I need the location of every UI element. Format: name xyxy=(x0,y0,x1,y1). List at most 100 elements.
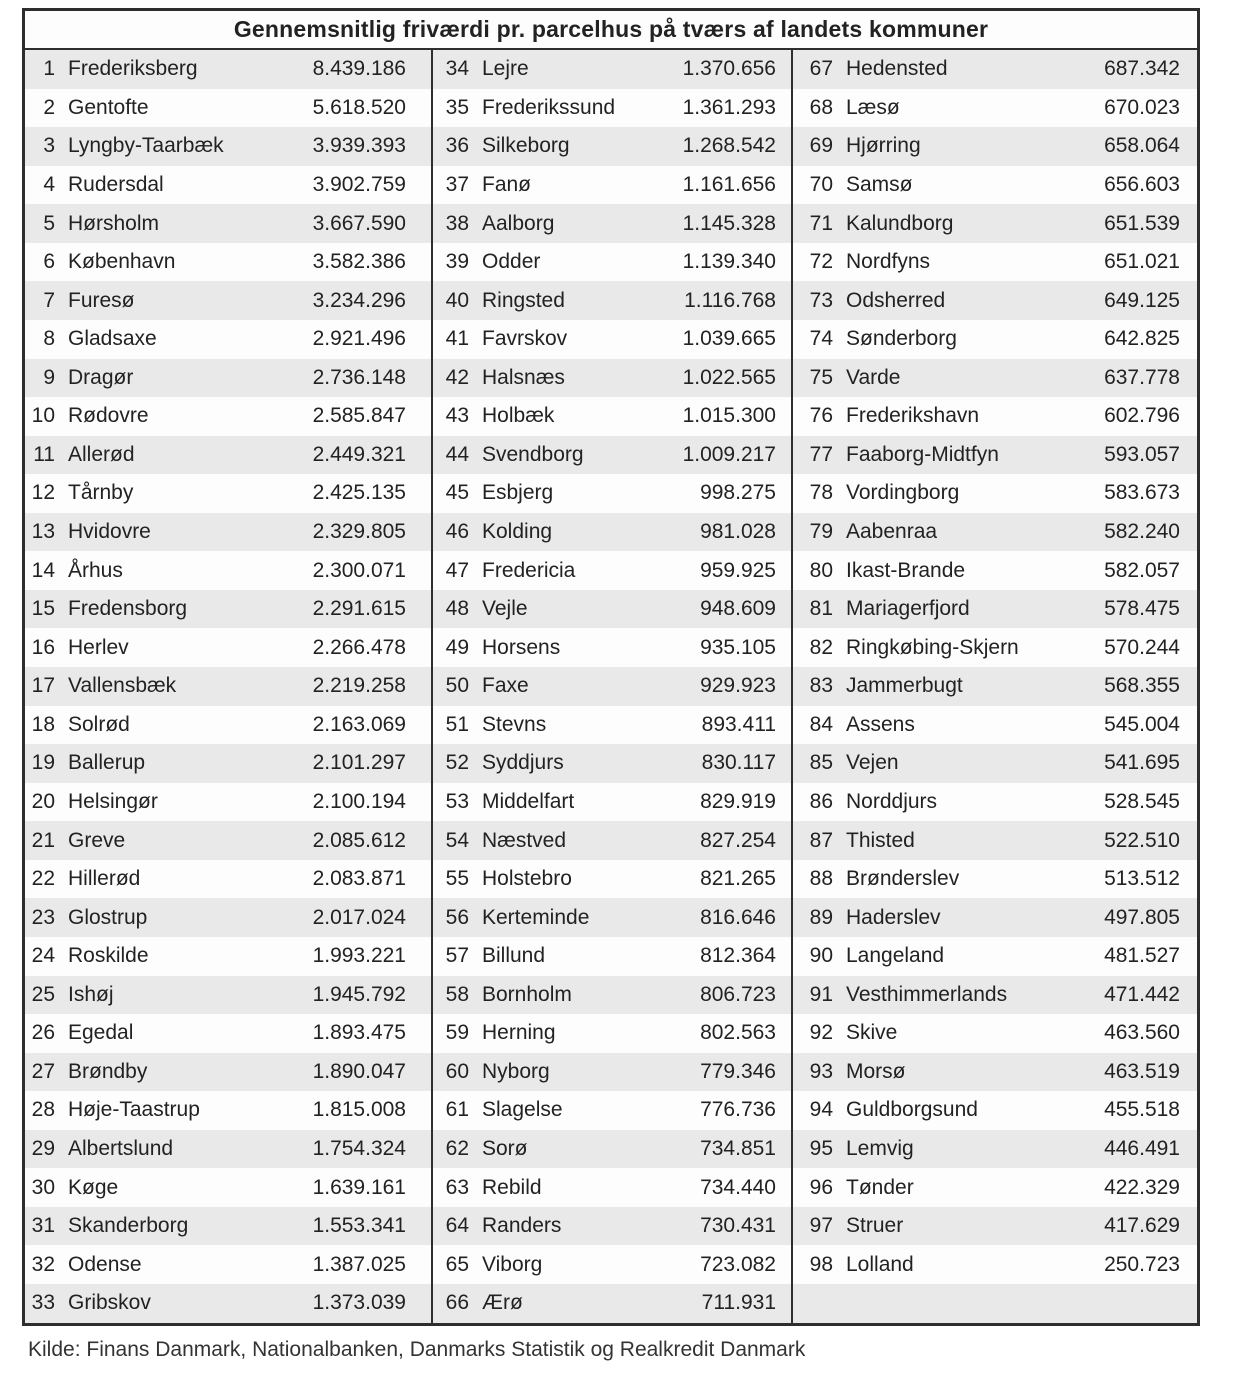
rank-cell: 20 xyxy=(31,789,55,813)
rank-cell: 76 xyxy=(809,404,833,428)
rank-cell: 93 xyxy=(809,1059,833,1083)
equity-value: 578.475 xyxy=(1104,597,1180,621)
equity-value: 422.329 xyxy=(1104,1175,1180,1199)
municipality-name: Skanderborg xyxy=(68,1214,189,1238)
municipality-name: Holstebro xyxy=(482,867,572,891)
row-group: 84 Assens 545.004 xyxy=(791,705,1197,745)
table-row: 10 Rødovre 2.585.847 43 Holbæk 1.015.300 76 Fre… xyxy=(25,397,1197,436)
row-group: 45 Esbjerg 998.275 xyxy=(431,474,791,513)
equity-value: 1.161.656 xyxy=(682,172,776,196)
row-group: 90 Langeland 481.527 xyxy=(791,936,1197,976)
equity-value: 827.254 xyxy=(700,828,776,852)
equity-value: 649.125 xyxy=(1104,288,1180,312)
table-row: 33 Gribskov 1.373.039 66 Ærø 711.931 xyxy=(25,1284,1197,1323)
municipality-name: Tønder xyxy=(846,1175,914,1199)
row-group: 83 Jammerbugt 568.355 xyxy=(791,667,1197,706)
rank-cell: 53 xyxy=(445,789,469,813)
municipality-name: Langeland xyxy=(846,944,945,968)
table-row: 22 Hillerød 2.083.871 55 Holstebro 821.265 88 B… xyxy=(25,859,1197,899)
equity-value: 3.902.759 xyxy=(312,172,406,196)
equity-value: 2.736.148 xyxy=(312,365,406,389)
rank-cell: 58 xyxy=(445,982,469,1006)
table-row: 6 København 3.582.386 39 Odder 1.139.340 72 Nor… xyxy=(25,242,1197,282)
municipality-name: Lejre xyxy=(482,57,529,81)
row-group: 77 Faaborg-Midtfyn 593.057 xyxy=(791,435,1197,475)
municipality-name: Kerteminde xyxy=(482,905,590,929)
row-group: 20 Helsingør 2.100.194 xyxy=(25,783,431,822)
rank-cell: 90 xyxy=(809,944,833,968)
row-group: 79 Aabenraa 582.240 xyxy=(791,512,1197,552)
equity-value: 734.440 xyxy=(700,1175,776,1199)
row-group: 67 Hedensted 687.342 xyxy=(791,50,1197,89)
equity-value: 3.667.590 xyxy=(312,211,406,235)
municipality-name: Vesthimmerlands xyxy=(846,982,1008,1006)
row-group: 21 Greve 2.085.612 xyxy=(25,821,431,860)
municipality-name: Hjørring xyxy=(846,134,921,158)
municipality-name: Herning xyxy=(482,1021,556,1045)
municipality-name: Svendborg xyxy=(482,442,584,466)
row-group: 66 Ærø 711.931 xyxy=(431,1284,791,1323)
equity-value: 3.234.296 xyxy=(312,288,406,312)
rank-cell: 74 xyxy=(809,327,833,351)
municipality-name: Frederiksberg xyxy=(68,57,198,81)
municipality-name: Struer xyxy=(846,1214,904,1238)
municipality-name: Århus xyxy=(68,558,123,582)
rank-cell: 57 xyxy=(445,944,469,968)
table-row: 24 Roskilde 1.993.221 57 Billund 812.364 90 Lan… xyxy=(25,936,1197,976)
row-group: 65 Viborg 723.082 xyxy=(431,1245,791,1284)
row-group: 34 Lejre 1.370.656 xyxy=(431,50,791,89)
municipality-name: Vejen xyxy=(846,751,899,775)
municipality-name: Faaborg-Midtfyn xyxy=(846,442,999,466)
row-group: 59 Herning 802.563 xyxy=(431,1014,791,1053)
municipality-name: Solrød xyxy=(68,712,130,736)
municipality-name: Køge xyxy=(68,1175,119,1199)
rank-cell: 12 xyxy=(31,481,55,505)
municipality-name: Roskilde xyxy=(68,944,149,968)
row-group: 69 Hjørring 658.064 xyxy=(791,127,1197,166)
table-body: 1 Frederiksberg 8.439.186 34 Lejre 1.370.656 6… xyxy=(25,50,1197,1323)
equity-value: 816.646 xyxy=(700,905,776,929)
equity-value: 1.387.025 xyxy=(312,1252,406,1276)
table-row: 26 Egedal 1.893.475 59 Herning 802.563 92 Skive… xyxy=(25,1014,1197,1053)
equity-value: 2.585.847 xyxy=(312,404,406,428)
row-group: 43 Holbæk 1.015.300 xyxy=(431,397,791,436)
equity-value: 2.300.071 xyxy=(312,558,406,582)
rank-cell: 82 xyxy=(809,635,833,659)
row-group: 37 Fanø 1.161.656 xyxy=(431,165,791,205)
municipality-name: Syddjurs xyxy=(482,751,564,775)
row-group: 4 Rudersdal 3.902.759 xyxy=(25,166,431,205)
equity-value: 2.921.496 xyxy=(312,327,406,351)
municipality-name: Randers xyxy=(482,1214,562,1238)
municipality-name: Mariagerfjord xyxy=(846,597,970,621)
municipality-name: Lemvig xyxy=(846,1137,914,1161)
table-row: 25 Ishøj 1.945.792 58 Bornholm 806.723 91 Vesth… xyxy=(25,975,1197,1015)
municipality-name: Norddjurs xyxy=(846,789,938,813)
municipality-name: Kalundborg xyxy=(846,211,954,235)
rank-cell: 7 xyxy=(43,288,55,312)
equity-value: 893.411 xyxy=(701,712,776,736)
municipality-name: Varde xyxy=(846,365,901,389)
row-group: 9 Dragør 2.736.148 xyxy=(25,359,431,398)
rank-cell: 51 xyxy=(445,712,469,736)
row-group: 36 Silkeborg 1.268.542 xyxy=(431,127,791,166)
row-group: 86 Norddjurs 528.545 xyxy=(791,782,1197,822)
municipality-name: Hedensted xyxy=(846,57,948,81)
rank-cell: 29 xyxy=(31,1137,55,1161)
municipality-name: Læsø xyxy=(846,95,900,119)
table-row: 7 Furesø 3.234.296 40 Ringsted 1.116.768 73 Ods… xyxy=(25,281,1197,320)
rank-cell: 79 xyxy=(809,520,833,544)
equity-value: 2.083.871 xyxy=(312,867,406,891)
equity-value: 2.266.478 xyxy=(312,635,406,659)
table-row: 19 Ballerup 2.101.297 52 Syddjurs 830.117 85 Ve… xyxy=(25,744,1197,783)
table-row: 9 Dragør 2.736.148 42 Halsnæs 1.022.565 75 Vard… xyxy=(25,358,1197,398)
equity-value: 582.057 xyxy=(1104,558,1180,582)
row-group: 50 Faxe 929.923 xyxy=(431,667,791,706)
municipality-name: Halsnæs xyxy=(482,365,565,389)
row-group: 91 Vesthimmerlands 471.442 xyxy=(791,975,1197,1015)
municipality-name: Ringsted xyxy=(482,288,565,312)
row-group: 10 Rødovre 2.585.847 xyxy=(25,397,431,436)
equity-value: 651.021 xyxy=(1104,250,1180,274)
municipality-name: Rudersdal xyxy=(68,172,164,196)
row-group: 26 Egedal 1.893.475 xyxy=(25,1014,431,1053)
municipality-name: Odder xyxy=(482,250,541,274)
